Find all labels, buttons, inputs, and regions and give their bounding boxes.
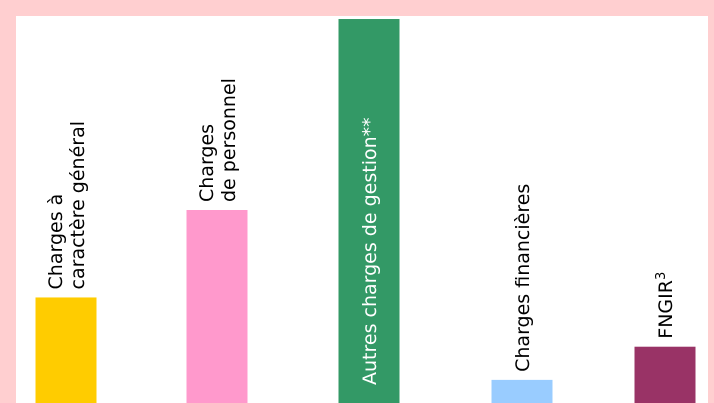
category-label-4: Charges financières — [512, 184, 534, 372]
bar-chart: Charges àcaractère général Chargesde pers… — [35, 19, 696, 403]
category-label-1: Charges àcaractère général — [45, 121, 89, 289]
bar-2 — [186, 210, 248, 403]
bar-1 — [35, 297, 97, 403]
category-label-3: Autres charges de gestion** — [359, 117, 381, 385]
bar-4 — [491, 379, 553, 403]
category-label-2: Chargesde personnel — [196, 78, 240, 202]
bar-3 — [338, 19, 400, 403]
plot-area: Charges àcaractère général Chargesde pers… — [16, 16, 708, 403]
category-label-5: FNGIR3 — [654, 272, 678, 339]
bar-5 — [634, 346, 696, 403]
